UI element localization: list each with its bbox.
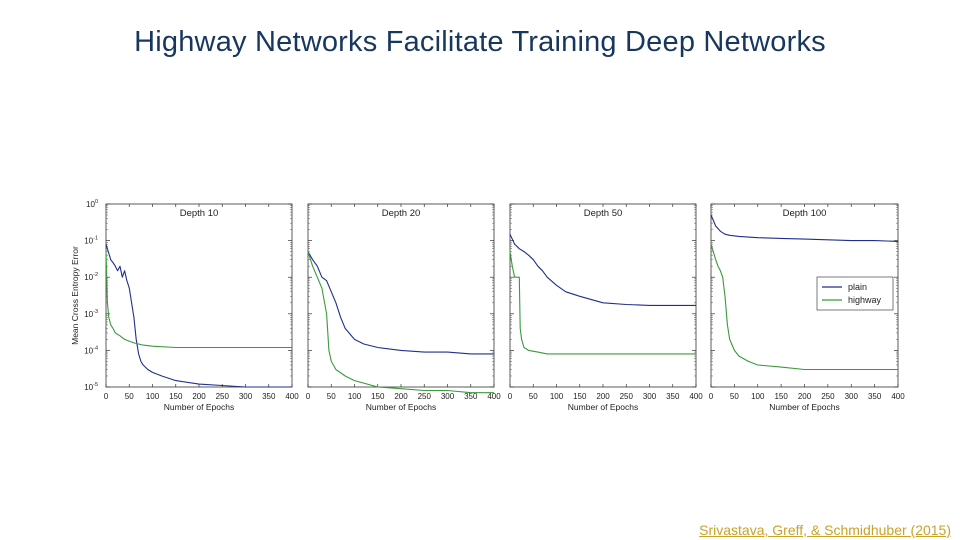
series-line-highway	[509, 251, 696, 355]
x-tick-label: 150	[774, 392, 788, 401]
slide-title: Highway Networks Facilitate Training Dee…	[134, 26, 826, 58]
x-tick-label: 100	[550, 392, 564, 401]
x-tick-label: 350	[464, 392, 478, 401]
x-tick-label: 250	[821, 392, 835, 401]
plot-frame	[307, 203, 495, 388]
x-tick-label: 50	[730, 392, 739, 401]
x-tick-label: 250	[620, 392, 634, 401]
x-tick-label: 100	[146, 392, 160, 401]
x-tick-label: 200	[394, 392, 408, 401]
x-tick-label: 0	[508, 392, 513, 401]
x-tick-label: 400	[487, 392, 501, 401]
chart-panel-4: 0 50 100 150 200 250 300 350 400 Depth 100 Number …	[709, 203, 905, 412]
y-tick-label: 10-4	[84, 345, 98, 355]
x-tick-label: 200	[596, 392, 610, 401]
x-tick-label: 300	[643, 392, 657, 401]
chart-panel-1: 0 50 100 150 200 250 300 350 400 100 10-1 10-2 10-3 1…	[70, 199, 299, 412]
series-line-plain	[509, 233, 696, 306]
plot-frame	[105, 203, 293, 388]
chart-title: Depth 100	[783, 208, 827, 219]
x-axis-label: Number of Epochs	[366, 402, 436, 412]
legend-label-highway: highway	[848, 295, 882, 305]
x-tick-label: 50	[125, 392, 134, 401]
series-line-highway	[307, 251, 494, 394]
y-tick-label: 10-1	[84, 236, 98, 246]
x-tick-label: 350	[666, 392, 680, 401]
x-tick-label: 300	[845, 392, 859, 401]
x-tick-label: 100	[751, 392, 765, 401]
x-tick-label: 0	[306, 392, 311, 401]
x-tick-label: 200	[192, 392, 206, 401]
citation-link[interactable]: Srivastava, Greff, & Schmidhuber (2015)	[699, 522, 951, 538]
x-tick-label: 350	[262, 392, 276, 401]
x-tick-label: 50	[327, 392, 336, 401]
series-line-plain	[307, 251, 494, 355]
x-tick-label: 300	[441, 392, 455, 401]
chart-title: Depth 50	[584, 208, 623, 219]
y-tick-label: 10-5	[84, 382, 98, 392]
x-tick-label: 0	[709, 392, 714, 401]
chart-title: Depth 20	[382, 208, 421, 219]
plot-frame	[509, 203, 697, 388]
y-tick-label: 10-2	[84, 272, 98, 282]
x-tick-label: 300	[239, 392, 253, 401]
x-tick-label: 150	[573, 392, 587, 401]
x-tick-label: 200	[798, 392, 812, 401]
x-tick-label: 50	[529, 392, 538, 401]
x-tick-label: 250	[418, 392, 432, 401]
chart-title: Depth 10	[180, 208, 219, 219]
x-tick-label: 250	[216, 392, 230, 401]
x-tick-label: 150	[371, 392, 385, 401]
x-axis-label: Number of Epochs	[164, 402, 234, 412]
series-line-highway	[105, 251, 292, 349]
x-tick-label: 400	[891, 392, 905, 401]
x-tick-label: 150	[169, 392, 183, 401]
x-tick-label: 0	[104, 392, 109, 401]
legend-label-plain: plain	[848, 282, 867, 292]
x-tick-label: 400	[285, 392, 299, 401]
y-axis-label: Mean Cross Entropy Error	[70, 246, 80, 345]
x-tick-label: 350	[868, 392, 882, 401]
x-tick-label: 400	[689, 392, 703, 401]
legend-box	[816, 276, 894, 311]
chart-panel-3: 0 50 100 150 200 250 300 350 400 Depth 50 Number o…	[508, 203, 703, 412]
y-tick-label: 100	[86, 199, 98, 209]
chart-panel-2: 0 50 100 150 200 250 300 350 400 Depth 20 Number o…	[306, 203, 501, 412]
legend: plain highway	[816, 276, 894, 311]
series-line-highway	[710, 243, 898, 371]
series-line-plain	[105, 243, 292, 388]
series-line-plain	[710, 214, 899, 242]
x-axis-label: Number of Epochs	[568, 402, 638, 412]
x-tick-label: 100	[348, 392, 362, 401]
x-axis-label: Number of Epochs	[769, 402, 839, 412]
y-tick-label: 10-3	[84, 309, 98, 319]
